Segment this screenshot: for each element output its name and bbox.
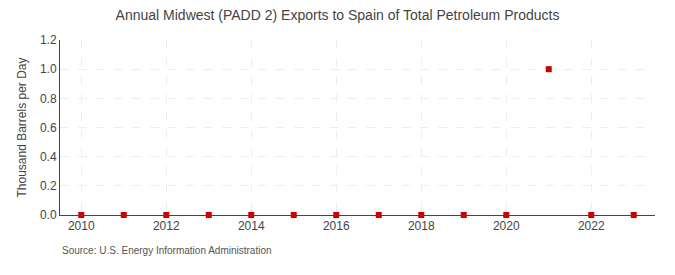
- svg-text:2022: 2022: [578, 219, 605, 233]
- svg-text:1.2: 1.2: [40, 33, 57, 47]
- svg-text:0.8: 0.8: [40, 92, 57, 106]
- svg-text:Thousand Barrels per Day: Thousand Barrels per Day: [15, 57, 29, 197]
- svg-text:1.0: 1.0: [40, 62, 57, 76]
- svg-text:2020: 2020: [493, 219, 520, 233]
- svg-text:0.2: 0.2: [40, 179, 57, 193]
- svg-text:0.6: 0.6: [40, 121, 57, 135]
- svg-text:0.0: 0.0: [40, 208, 57, 222]
- svg-text:0.4: 0.4: [40, 150, 57, 164]
- svg-text:Source: U.S. Energy Informatio: Source: U.S. Energy Information Administ…: [62, 245, 272, 256]
- svg-text:2010: 2010: [68, 219, 95, 233]
- svg-text:2018: 2018: [408, 219, 435, 233]
- svg-text:2016: 2016: [323, 219, 350, 233]
- svg-text:2012: 2012: [153, 219, 180, 233]
- svg-text:2014: 2014: [238, 219, 265, 233]
- svg-text:Annual Midwest (PADD 2) Export: Annual Midwest (PADD 2) Exports to Spain…: [116, 7, 560, 23]
